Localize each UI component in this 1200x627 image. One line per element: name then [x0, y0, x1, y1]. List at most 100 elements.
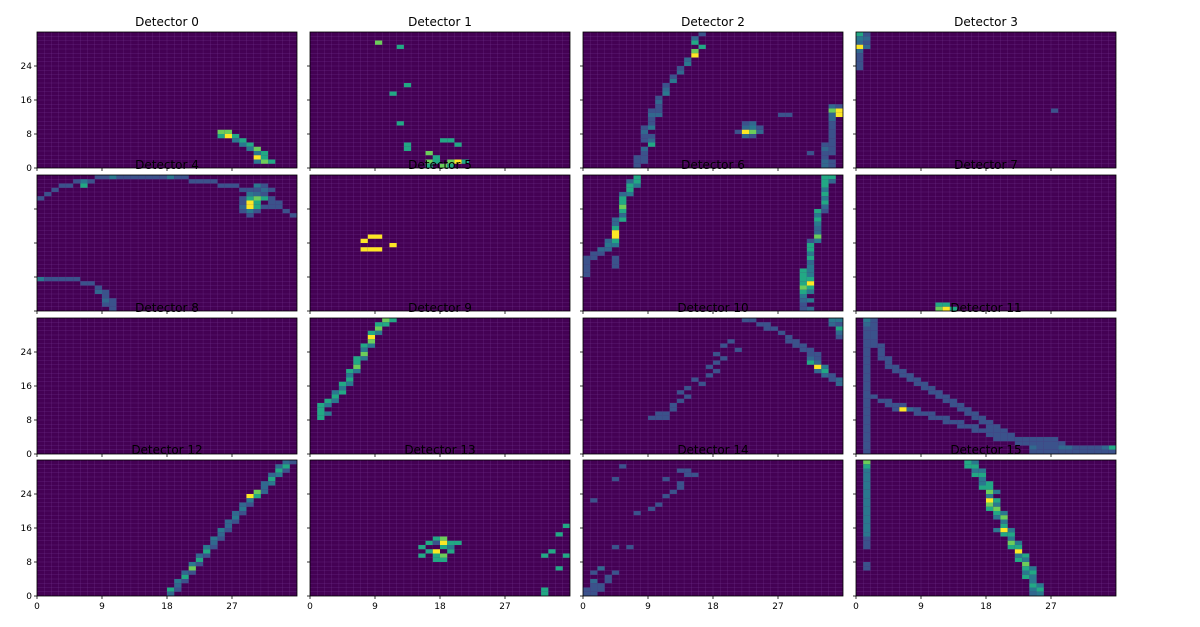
hit-cell — [669, 403, 677, 408]
hit-cell — [863, 390, 871, 395]
hit-cell — [884, 360, 893, 365]
hit-cell — [856, 32, 864, 37]
panel-background — [310, 32, 570, 168]
hit-cell — [611, 545, 620, 550]
hit-cell — [648, 138, 656, 143]
hit-cell — [195, 557, 204, 562]
hit-cell — [993, 437, 1001, 442]
hit-cell — [604, 238, 612, 243]
hit-cell — [648, 506, 656, 511]
hit-cell — [432, 545, 440, 550]
hit-cell — [828, 142, 836, 147]
hit-cell — [806, 243, 815, 248]
hit-cell — [1029, 574, 1037, 579]
hit-cell — [828, 117, 836, 122]
hit-cell — [260, 187, 269, 192]
hit-cell — [806, 268, 815, 273]
hit-cell — [260, 192, 269, 197]
hit-cell — [611, 477, 620, 482]
hit-cell — [317, 403, 325, 408]
hit-cell — [821, 373, 829, 378]
hit-cell — [892, 369, 900, 374]
hit-cell — [375, 330, 383, 335]
y-tick-label: 0 — [26, 592, 32, 602]
hit-cell — [662, 415, 670, 420]
hit-cell — [1087, 445, 1095, 450]
hit-cell — [454, 142, 462, 147]
hit-cell — [935, 390, 943, 395]
x-tick-label: 27 — [1045, 602, 1056, 612]
hit-cell — [239, 209, 247, 214]
hit-cell — [246, 146, 254, 151]
hit-cell — [821, 196, 829, 201]
hit-cell — [1014, 549, 1023, 554]
hit-cell — [1108, 445, 1116, 450]
hit-cell — [877, 356, 885, 361]
hit-cell — [863, 377, 871, 382]
hit-cell — [964, 407, 972, 412]
hit-cell — [425, 549, 433, 554]
hit-cell — [1022, 562, 1030, 567]
hit-cell — [828, 108, 836, 113]
hit-cell — [835, 104, 843, 109]
hit-cell — [877, 398, 885, 403]
hit-cell — [806, 298, 815, 303]
hit-cell — [1007, 528, 1015, 533]
hit-cell — [821, 364, 829, 369]
hit-cell — [389, 318, 397, 323]
hit-cell — [224, 528, 232, 533]
hit-cell — [1022, 441, 1030, 446]
hit-cell — [268, 200, 276, 205]
hit-cell — [239, 506, 247, 511]
hit-cell — [1014, 441, 1023, 446]
hit-cell — [741, 318, 750, 323]
hit-cell — [331, 394, 339, 399]
hit-cell — [814, 352, 822, 357]
hit-cell — [555, 532, 563, 537]
hit-cell — [432, 557, 440, 562]
hit-cell — [863, 545, 871, 550]
hit-cell — [611, 243, 620, 248]
hit-cell — [102, 298, 110, 303]
hit-cell — [447, 549, 455, 554]
hit-cell — [1051, 445, 1059, 450]
hit-cell — [1000, 428, 1008, 433]
hit-cell — [447, 138, 455, 143]
hit-cell — [1058, 445, 1066, 450]
hit-cell — [806, 260, 815, 265]
hit-cell — [978, 485, 986, 490]
panel-title: Detector 3 — [954, 15, 1018, 29]
hit-cell — [583, 587, 591, 592]
hit-cell — [799, 302, 807, 307]
hit-cell — [684, 468, 692, 473]
hit-cell — [1000, 515, 1008, 520]
panel-background — [856, 32, 1116, 168]
hit-cell — [978, 415, 986, 420]
hit-cell — [662, 83, 670, 88]
hit-cell — [806, 264, 815, 269]
hit-cell — [884, 398, 893, 403]
hit-cell — [856, 57, 864, 62]
hit-cell — [799, 272, 807, 277]
hit-cell — [432, 159, 440, 164]
hit-cell — [814, 238, 822, 243]
y-tick-label: 24 — [21, 348, 33, 358]
hit-cell — [217, 528, 225, 533]
hit-cell — [993, 528, 1001, 533]
hit-cell — [863, 330, 871, 335]
hit-cell — [253, 151, 261, 156]
hit-cell — [1007, 432, 1015, 437]
hit-cell — [949, 403, 958, 408]
hit-cell — [597, 247, 605, 252]
hit-cell — [633, 511, 641, 516]
hit-cell — [447, 163, 455, 168]
hit-cell — [375, 322, 383, 327]
pixel-grid — [583, 175, 843, 311]
hit-cell — [633, 159, 641, 164]
hit-cell — [1094, 445, 1102, 450]
hit-cell — [676, 398, 685, 403]
hit-cell — [684, 386, 692, 391]
hit-cell — [806, 238, 815, 243]
hit-cell — [389, 243, 397, 248]
hit-cell — [906, 377, 914, 382]
